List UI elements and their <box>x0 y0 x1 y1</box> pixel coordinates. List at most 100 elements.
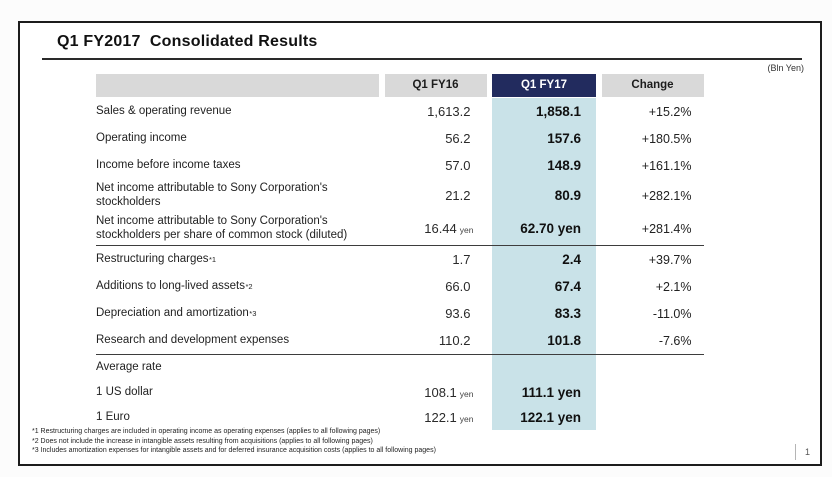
table-row: Net income attributable to Sony Corporat… <box>96 212 704 245</box>
fy16-value-cell <box>385 355 487 380</box>
row-label: Operating income <box>96 131 187 144</box>
change-value-cell: -11.0% <box>602 300 704 327</box>
row-label: Average rate <box>96 360 162 373</box>
change-value-cell: +2.1% <box>602 273 704 300</box>
footnote-1: *1 Restructuring charges are included in… <box>32 428 381 435</box>
row-label-cell: Income before income taxes <box>96 152 379 179</box>
change-value: +2.1% <box>655 279 692 294</box>
unit-note: (Bln Yen) <box>767 63 804 73</box>
fy17-value: 2.4 <box>562 252 581 267</box>
row-label: 1 Euro <box>96 410 130 423</box>
fy17-value: 122.1 yen <box>520 410 581 425</box>
fy16-value: 93.6 <box>445 306 471 321</box>
fy16-value-cell: 21.2 <box>385 179 487 212</box>
fy17-value-cell: 67.4 <box>492 273 596 300</box>
fy17-value: 67.4 <box>554 279 581 294</box>
fy17-value-cell <box>492 355 596 380</box>
fy16-value: 57.0 <box>445 158 471 173</box>
change-value-cell <box>602 355 704 380</box>
row-label: Net income attributable to Sony Corporat… <box>96 182 328 208</box>
footnotes: *1 Restructuring charges are included in… <box>32 427 436 456</box>
fy17-value: 62.70 yen <box>520 221 581 236</box>
fy17-value-cell: 1,858.1 <box>492 98 596 125</box>
fy17-value-cell: 111.1 yen <box>492 380 596 405</box>
fy17-value: 1,858.1 <box>535 104 581 119</box>
change-value-cell: +39.7% <box>602 246 704 273</box>
table-row: Net income attributable to Sony Corporat… <box>96 179 704 212</box>
change-value-cell: +180.5% <box>602 125 704 152</box>
row-label: Sales & operating revenue <box>96 104 232 117</box>
header-label-cell <box>96 73 379 97</box>
table-header-row: Q1 FY16 Q1 FY17 Change <box>96 72 704 98</box>
fy17-value: 101.8 <box>547 333 581 348</box>
fy16-value: 108.1 <box>424 385 457 400</box>
table-row: Restructuring charges *1 1.7 2.4 +39.7% <box>96 245 704 273</box>
row-label-cell: Restructuring charges *1 <box>96 252 217 265</box>
title-underline <box>42 58 802 60</box>
fy16-value: 56.2 <box>445 131 471 146</box>
fy17-value-cell: 157.6 <box>492 125 596 152</box>
fy16-value-cell: 57.0 <box>385 152 487 179</box>
row-label: Restructuring charges <box>96 252 209 265</box>
change-value: +161.1% <box>641 158 692 173</box>
header-change-cell: Change <box>601 73 704 97</box>
change-value-cell: +161.1% <box>602 152 704 179</box>
table-row: 1 Euro 122.1 yen 122.1 yen <box>96 405 704 430</box>
change-value-cell: +281.4% <box>602 212 704 245</box>
table-row: Sales & operating revenue 1,613.2 1,858.… <box>96 98 704 125</box>
change-value: +180.5% <box>641 131 692 146</box>
fy16-value-cell: 1.7 <box>385 246 487 273</box>
fy16-unit: yen <box>459 389 474 399</box>
table-row: Additions to long-lived assets *2 66.0 67… <box>96 273 704 300</box>
row-label-cell: Additions to long-lived assets *2 <box>96 279 253 292</box>
row-label: Depreciation and amortization <box>96 306 249 319</box>
results-table: Q1 FY16 Q1 FY17 Change Sales & operating… <box>96 72 704 430</box>
row-label: 1 US dollar <box>96 385 153 398</box>
fy17-value: 83.3 <box>554 306 581 321</box>
fy17-value: 111.1 yen <box>521 385 581 400</box>
row-label-cell: 1 US dollar <box>96 380 379 405</box>
row-label-cell: Sales & operating revenue <box>96 98 379 125</box>
fy17-value: 157.6 <box>547 131 581 146</box>
change-value-cell <box>602 380 704 405</box>
table-row: 1 US dollar 108.1 yen 111.1 yen <box>96 380 704 405</box>
fy16-value-cell: 16.44 yen <box>385 212 487 245</box>
change-value-cell: -7.6% <box>602 327 704 354</box>
table-row: Income before income taxes 57.0 148.9 +1… <box>96 152 704 179</box>
change-value: -7.6% <box>658 333 692 348</box>
fy16-unit: yen <box>459 225 474 235</box>
fy17-value-cell: 62.70 yen <box>492 212 596 245</box>
change-value: +281.4% <box>641 221 692 236</box>
footnote-2: *2 Does not include the increase in inta… <box>32 437 373 445</box>
row-label-cell: Average rate <box>96 355 379 380</box>
row-label: Research and development expenses <box>96 333 290 346</box>
fy16-value: 66.0 <box>445 279 471 294</box>
fy16-value-cell: 56.2 <box>385 125 487 152</box>
header-fy16-cell: Q1 FY16 <box>384 73 487 97</box>
fy16-unit: yen <box>459 414 474 424</box>
page-number: 1 <box>794 444 810 460</box>
fy17-value-cell: 83.3 <box>492 300 596 327</box>
fy16-value: 21.2 <box>445 188 471 203</box>
fy16-value: 1.7 <box>452 252 471 267</box>
row-label: Additions to long-lived assets <box>96 279 245 292</box>
row-label-cell: 1 Euro <box>96 405 379 430</box>
table-row: Average rate <box>96 354 704 380</box>
change-value: +282.1% <box>641 188 692 203</box>
page-title: Q1 FY2017 Consolidated Results <box>57 33 318 50</box>
fy17-value-cell: 122.1 yen <box>492 405 596 430</box>
fy17-value-cell: 2.4 <box>492 246 596 273</box>
fy16-value-cell: 110.2 <box>385 327 487 354</box>
change-value: -11.0% <box>652 306 692 321</box>
fy16-value-cell: 93.6 <box>385 300 487 327</box>
table-row: Operating income 56.2 157.6 +180.5% <box>96 125 704 152</box>
fy16-value-cell: 66.0 <box>385 273 487 300</box>
row-label-cell: Operating income <box>96 125 379 152</box>
change-value: +39.7% <box>648 252 692 267</box>
table-body: Sales & operating revenue 1,613.2 1,858.… <box>96 98 704 430</box>
row-label-cell: Depreciation and amortization *3 <box>96 306 257 319</box>
fy16-value: 1,613.2 <box>427 104 471 119</box>
header-fy17-cell: Q1 FY17 <box>492 73 596 97</box>
fy16-value-cell: 1,613.2 <box>385 98 487 125</box>
fy17-value-cell: 101.8 <box>492 327 596 354</box>
